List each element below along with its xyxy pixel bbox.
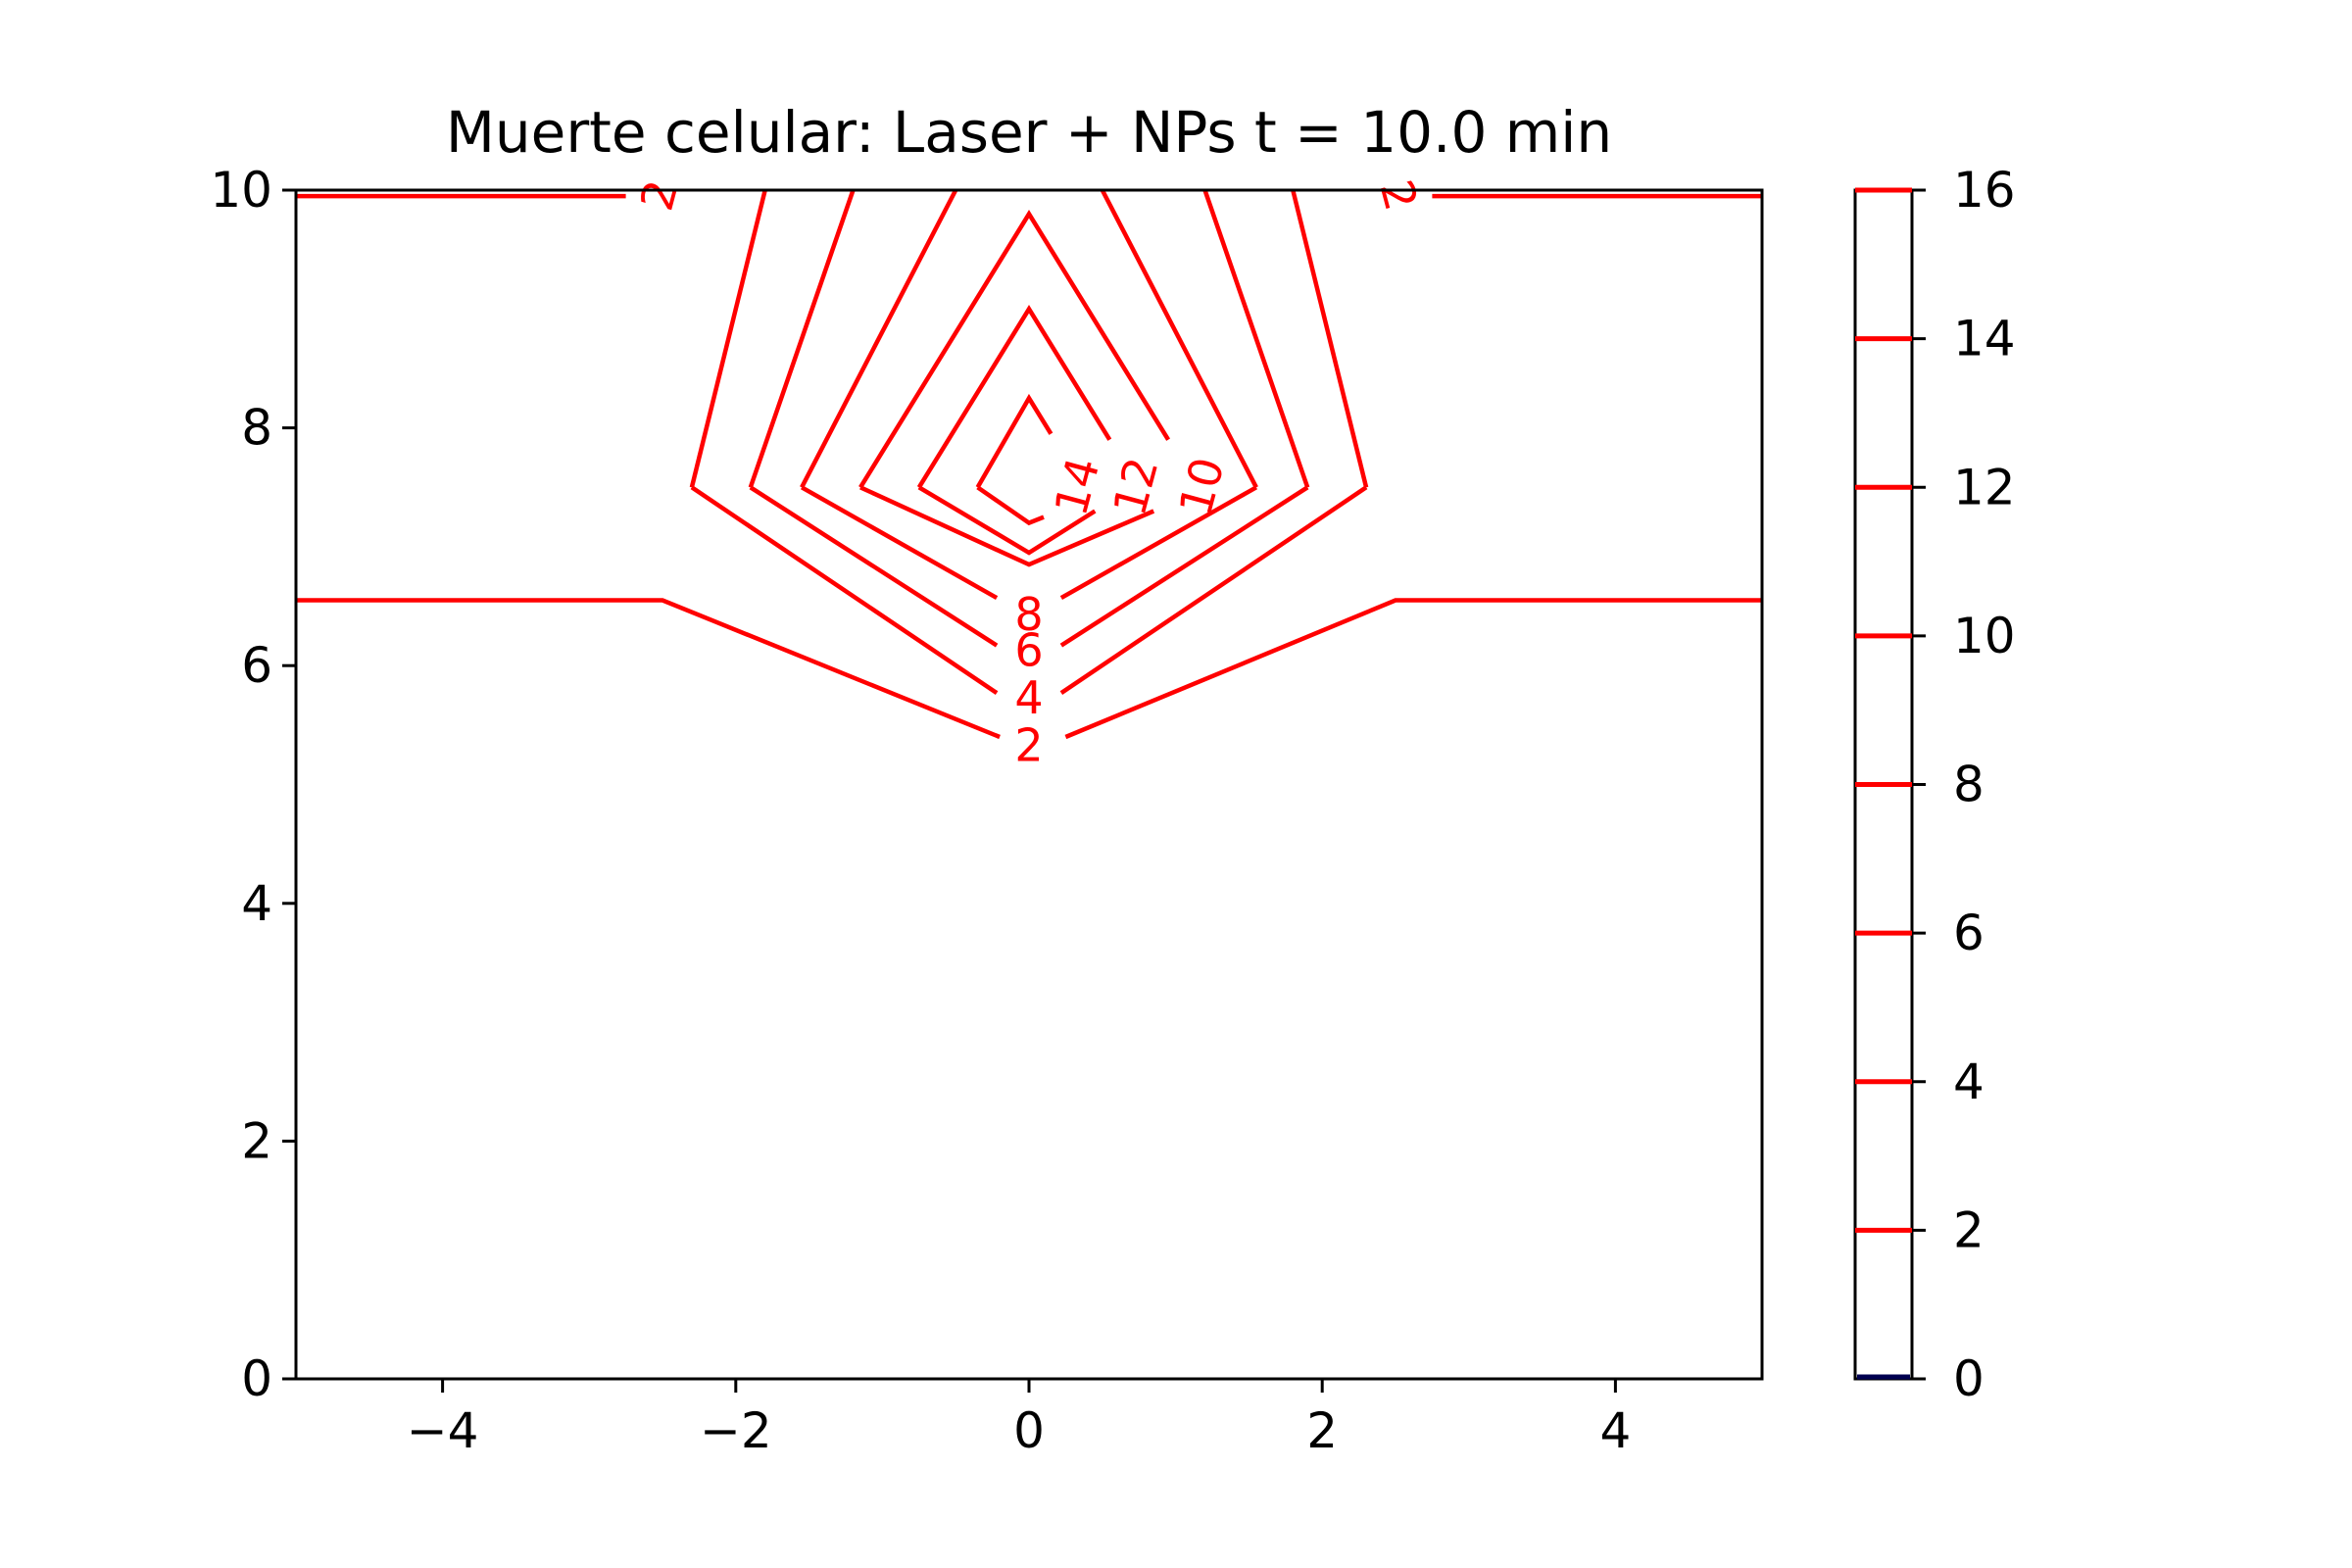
contour-level-8-3-join-right <box>1059 485 1258 601</box>
plot-frame <box>294 188 1764 1381</box>
contour-level-8-3-arm-right <box>1100 188 1258 489</box>
x-tick-label: −2 <box>700 1402 772 1459</box>
colorbar-tick-label: 2 <box>1953 1201 1984 1258</box>
contour-lines <box>296 188 1762 740</box>
x-tick-label: 2 <box>1306 1402 1338 1459</box>
contour-label-4-1: 4 <box>1014 671 1043 724</box>
colorbar-tick-label: 6 <box>1953 905 1984 961</box>
contour-label-6-2: 6 <box>1014 624 1043 677</box>
contour-level-10-4-join <box>859 485 1155 567</box>
contour-level-6-2-join-left <box>749 485 999 648</box>
contour-level-14-6-arm <box>975 393 1054 489</box>
x-tick-label: 0 <box>1013 1402 1045 1459</box>
y-tick-label: 4 <box>241 875 272 932</box>
contour-level-10-4-arm <box>858 210 1171 489</box>
x-tick-label: 4 <box>1599 1402 1631 1459</box>
contour-label-right-7: 2 <box>1370 174 1429 216</box>
contour-level-6-2-arm <box>748 189 856 489</box>
contour-label-2-0: 2 <box>1014 719 1043 772</box>
y-tick-label: 2 <box>241 1112 272 1169</box>
y-tick-label: 10 <box>210 162 272 219</box>
contour-level-4-1-join-left <box>690 485 999 695</box>
contour-label-12-5: 12 <box>1102 452 1168 521</box>
chart-title: Muerte celular: Laser + NPs t = 10.0 min <box>446 99 1612 166</box>
x-axis: −4 −2 0 2 4 <box>407 1379 1631 1459</box>
contour-level-4-1-arm-right <box>1291 189 1369 488</box>
contour-level-8-3-arm <box>800 188 958 489</box>
colorbar-tick-label: 8 <box>1953 757 1984 813</box>
x-tick-label: −4 <box>407 1402 479 1459</box>
contour-level-2-0-left <box>296 598 1001 740</box>
colorbar-tick-label: 16 <box>1953 162 2016 219</box>
contour-level-14-6-join <box>976 485 1045 526</box>
y-tick-label: 6 <box>241 637 272 694</box>
contour-label-14-6: 14 <box>1044 452 1109 521</box>
y-tick-label: 0 <box>241 1350 272 1407</box>
colorbar-tick-label: 4 <box>1953 1054 1984 1110</box>
contour-level-6-2-join-right <box>1059 485 1309 648</box>
colorbar-tick-label: 10 <box>1953 608 2016 664</box>
contour-level-6-2-arm-right <box>1202 189 1310 489</box>
contour-level-8-3-join-left <box>800 485 999 601</box>
contour-level-4-1-arm <box>689 189 767 488</box>
contour-label-8-3: 8 <box>1014 588 1043 641</box>
y-axis: 0 2 4 6 8 10 <box>210 162 296 1407</box>
contour-level-4-1-join-right <box>1059 485 1368 695</box>
contour-label-10-4: 10 <box>1168 452 1234 521</box>
contour-level-12-5-join <box>917 485 1097 556</box>
y-tick-label: 8 <box>241 400 272 457</box>
contour-level-2-0-right <box>1064 598 1762 740</box>
colorbar-tick-label: 12 <box>1953 459 2016 515</box>
contour-label-0-7: 2 <box>630 174 689 216</box>
contour-level-12-5-arm <box>916 305 1112 489</box>
colorbar: 0 2 4 6 8 10 12 14 16 <box>1853 162 2016 1407</box>
colorbar-tick-label: 0 <box>1953 1350 1984 1407</box>
colorbar-tick-label: 14 <box>1953 311 2016 368</box>
